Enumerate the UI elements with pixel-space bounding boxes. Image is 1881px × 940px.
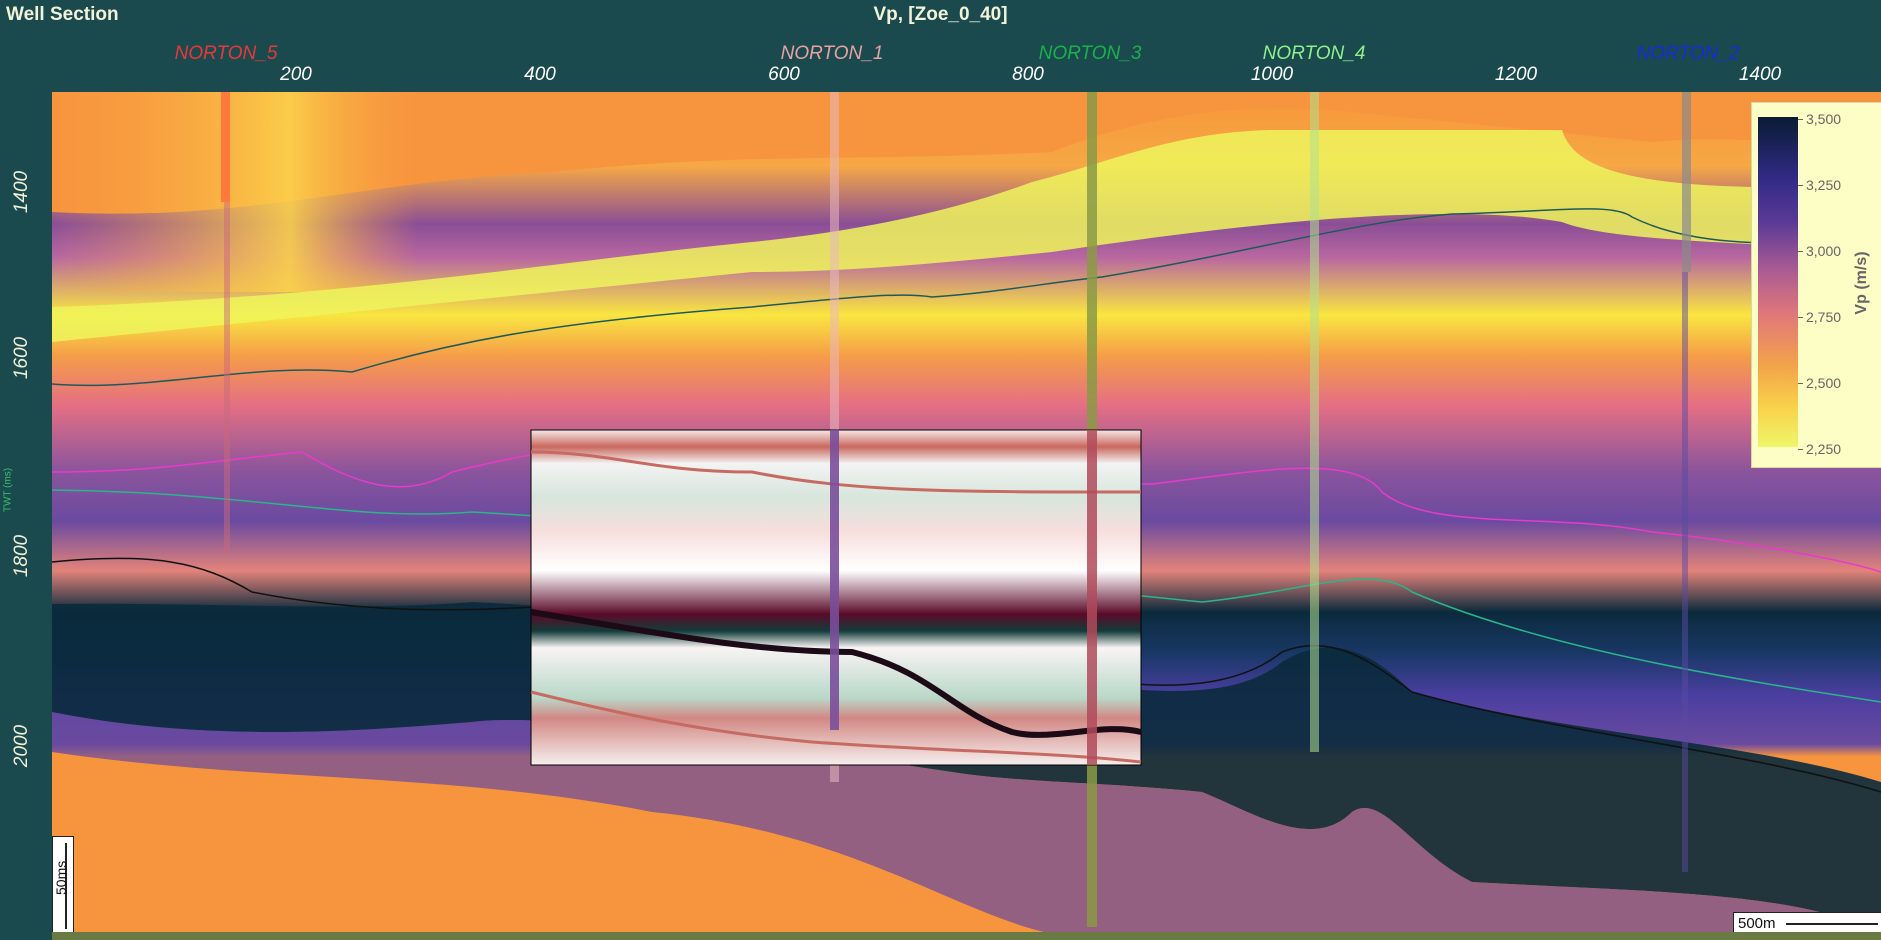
well-trace-norton-3-inset xyxy=(1087,430,1097,765)
horizon-line xyxy=(52,208,1881,387)
y-tick-label: 2000 xyxy=(11,724,32,768)
seismic-section-canvas[interactable] xyxy=(52,92,1881,934)
colorbar-title: Vp (m/s) xyxy=(1853,251,1870,315)
x-tick-label: 1400 xyxy=(1738,64,1782,85)
lower-orange-zone xyxy=(52,752,1052,934)
high-velocity-layer xyxy=(52,602,1881,934)
well-trace-norton-1-inset xyxy=(830,430,839,730)
colorbar-tick: 3,000 xyxy=(1806,243,1842,259)
x-tick-label: 1200 xyxy=(1494,64,1538,85)
y-tick-label: 1400 xyxy=(11,170,32,214)
velocity-section-svg xyxy=(52,92,1881,934)
horizontal-scale-label: 500m xyxy=(1738,915,1776,932)
seismic-reflector xyxy=(530,450,1142,494)
x-tick-label: 600 xyxy=(768,64,800,85)
well-trace-norton-2-lower xyxy=(1682,272,1688,872)
colorbar-tick: 2,750 xyxy=(1806,309,1842,325)
y-tick-label: 1600 xyxy=(11,336,32,380)
well-label-norton-2[interactable]: NORTON_2 xyxy=(1636,43,1740,64)
y-tick-label: 1800 xyxy=(11,534,32,578)
well-trace-norton-2[interactable] xyxy=(1682,92,1691,272)
vertical-scale-label: 50ms xyxy=(53,860,69,895)
x-tick-label: 1000 xyxy=(1250,64,1294,85)
well-label-norton-3[interactable]: NORTON_3 xyxy=(1038,43,1142,64)
y-axis-title: TWT (ms) xyxy=(2,467,14,513)
well-trace-norton-5[interactable] xyxy=(221,92,230,202)
colorbar-tick: 2,250 xyxy=(1806,441,1842,457)
well-label-norton-1[interactable]: NORTON_1 xyxy=(780,43,884,64)
well-label-norton-5[interactable]: NORTON_5 xyxy=(174,43,278,64)
well-trace-norton-4[interactable] xyxy=(1310,92,1319,752)
colorbar-gradient xyxy=(1758,117,1798,447)
colorbar-legend: 3,500 3,250 3,000 2,750 2,500 2,250 Vp (… xyxy=(1751,102,1881,468)
seismic-inset[interactable] xyxy=(530,429,1142,766)
x-tick-label: 200 xyxy=(280,64,312,85)
x-tick-label: 400 xyxy=(524,64,556,85)
section-title: Well Section xyxy=(6,4,119,25)
colorbar-tick: 2,500 xyxy=(1806,375,1842,391)
colorbar-tick: 3,500 xyxy=(1806,111,1842,127)
x-tick-label: 800 xyxy=(1012,64,1044,85)
seismic-reflector xyxy=(530,609,1142,738)
seismic-reflector xyxy=(530,690,1142,764)
vertical-scale-bar: 50ms xyxy=(52,836,74,936)
bottom-strip xyxy=(52,932,1881,940)
colorbar-tick: 3,250 xyxy=(1806,177,1842,193)
well-trace-norton-5-lower xyxy=(224,202,230,552)
well-label-norton-4[interactable]: NORTON_4 xyxy=(1262,43,1366,64)
low-velocity-zone xyxy=(52,130,1881,342)
attribute-title: Vp, [Zoe_0_40] xyxy=(873,4,1008,25)
